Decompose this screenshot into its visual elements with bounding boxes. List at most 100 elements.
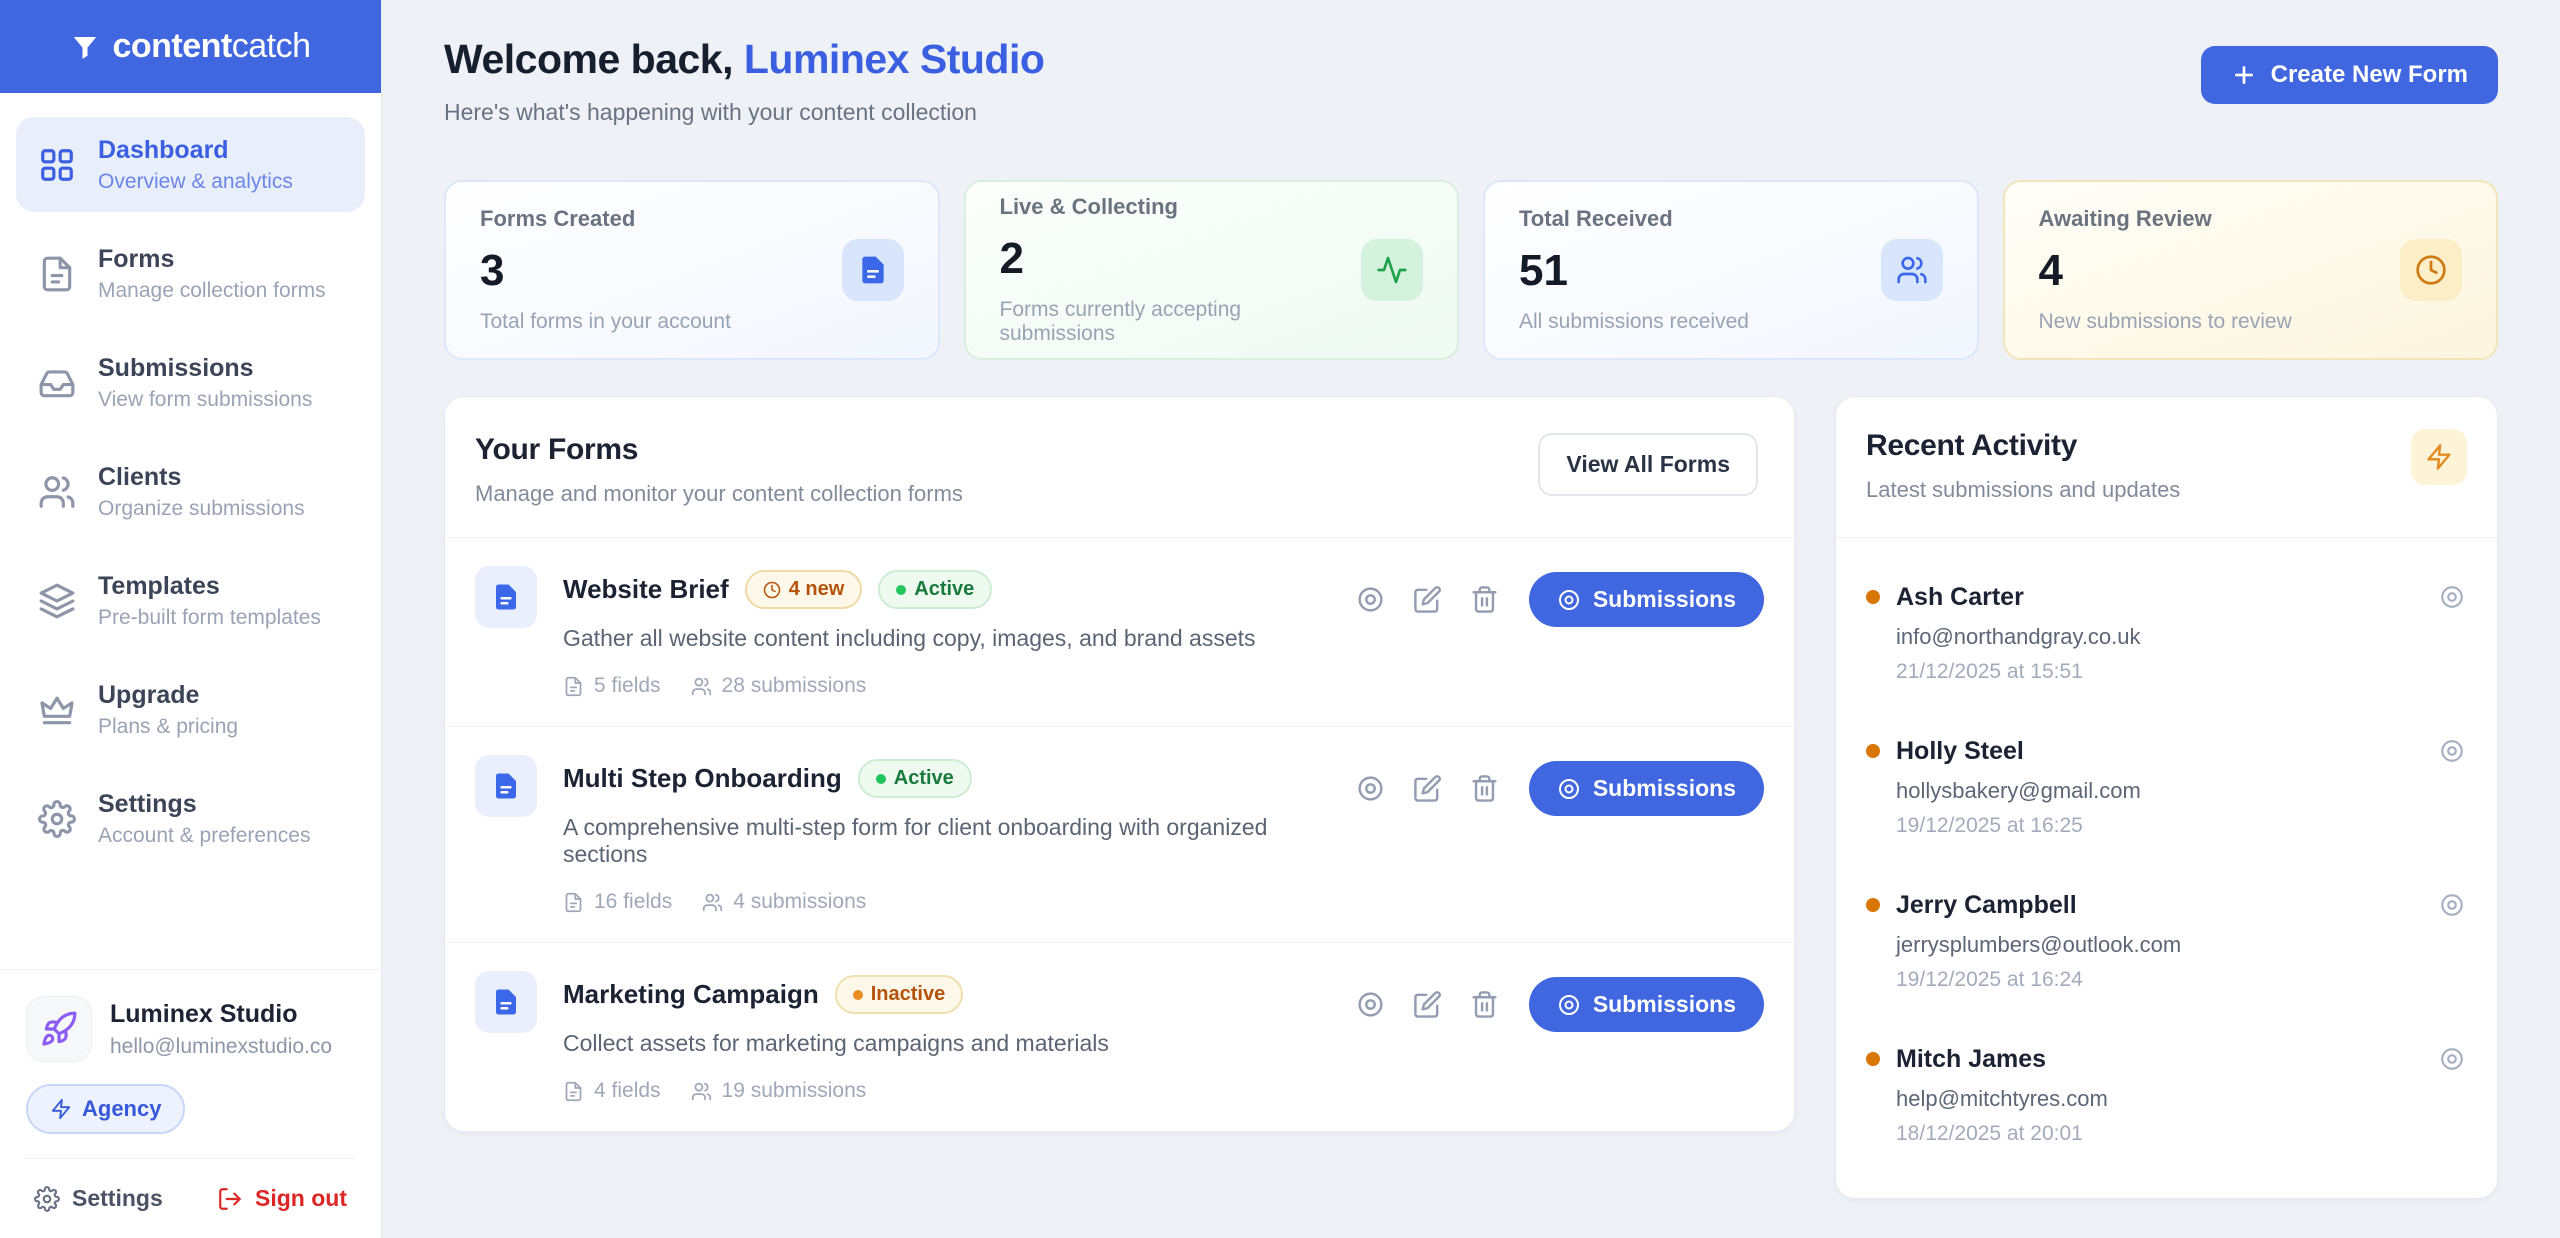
- preview-form-button[interactable]: [1352, 581, 1389, 618]
- eye-icon: [1557, 588, 1581, 612]
- nav-label: Dashboard: [98, 136, 229, 164]
- create-new-form-label: Create New Form: [2270, 61, 2468, 88]
- view-submission-button[interactable]: [2437, 582, 2467, 612]
- stat-label: Total Received: [1519, 206, 1673, 231]
- preview-form-button[interactable]: [1352, 986, 1389, 1023]
- app-logo[interactable]: contentcatch: [0, 0, 381, 93]
- sidebar-item-settings[interactable]: Settings Account & preferences: [16, 771, 365, 866]
- users-icon: [702, 892, 723, 913]
- nav-sublabel: Overview & analytics: [98, 170, 293, 193]
- nav-sublabel: Organize submissions: [98, 497, 305, 520]
- submissions-count-label: 4 submissions: [733, 890, 867, 913]
- clock-icon: [763, 581, 781, 599]
- sidebar-item-upgrade[interactable]: Upgrade Plans & pricing: [16, 662, 365, 757]
- user-email: hello@luminexstudio.co: [110, 1034, 333, 1058]
- activity-item: Ash Carter info@northandgray.co.uk 21/12…: [1866, 556, 2467, 710]
- nav-sublabel: Pre-built form templates: [98, 606, 321, 629]
- activity-item: Holly Steel hollysbakery@gmail.com 19/12…: [1866, 710, 2467, 864]
- delete-form-button[interactable]: [1466, 986, 1503, 1023]
- sidebar-item-dashboard[interactable]: Dashboard Overview & analytics: [16, 117, 365, 212]
- submissions-button-label: Submissions: [1592, 991, 1736, 1017]
- activity-timestamp: 18/12/2025 at 20:01: [1896, 1122, 2083, 1145]
- sign-out-button[interactable]: Sign out: [217, 1185, 347, 1212]
- delete-form-button[interactable]: [1466, 581, 1503, 618]
- trash-icon: [1470, 990, 1499, 1019]
- edit-form-button[interactable]: [1409, 770, 1446, 807]
- activity-email: hollysbakery@gmail.com: [1896, 778, 2141, 803]
- main-content: Welcome back, Luminex Studio Here's what…: [382, 0, 2560, 1238]
- activity-timestamp: 21/12/2025 at 15:51: [1896, 660, 2083, 683]
- activity-timestamp: 19/12/2025 at 16:25: [1896, 814, 2083, 837]
- stat-label: Live & Collecting: [999, 194, 1178, 219]
- submissions-count-label: 19 submissions: [721, 1079, 867, 1102]
- unread-dot: [1866, 898, 1880, 912]
- view-submission-button[interactable]: [2437, 736, 2467, 766]
- user-profile: Luminex Studio hello@luminexstudio.co: [26, 996, 355, 1062]
- edit-icon: [1413, 990, 1442, 1019]
- activity-timestamp: 19/12/2025 at 16:24: [1896, 968, 2083, 991]
- nav-label: Templates: [98, 572, 220, 600]
- sign-out-label: Sign out: [255, 1185, 347, 1211]
- eye-icon: [2439, 1046, 2465, 1072]
- document-icon: [475, 971, 537, 1033]
- edit-form-button[interactable]: [1409, 581, 1446, 618]
- your-forms-header: Your Forms Manage and monitor your conte…: [445, 397, 1794, 537]
- gear-icon: [34, 1186, 60, 1212]
- unread-dot: [1866, 590, 1880, 604]
- document-icon: [841, 239, 904, 301]
- eye-icon: [2439, 738, 2465, 764]
- view-submission-button[interactable]: [2437, 890, 2467, 920]
- eye-icon: [1356, 585, 1385, 614]
- fields-count-label: 16 fields: [594, 890, 673, 913]
- form-name: Website Brief: [563, 574, 729, 604]
- eye-icon: [1356, 990, 1385, 1019]
- users-icon: [691, 1081, 712, 1102]
- status-label: Active: [914, 578, 975, 600]
- agency-badge-label: Agency: [82, 1096, 162, 1121]
- document-icon: [563, 892, 584, 913]
- nav-label: Clients: [98, 463, 182, 491]
- crown-icon: [38, 691, 76, 729]
- stat-card-live-collecting: Live & Collecting 2 Forms currently acce…: [963, 180, 1459, 360]
- footer-settings-button[interactable]: Settings: [34, 1185, 163, 1212]
- document-icon: [563, 1081, 584, 1102]
- stat-label: Awaiting Review: [2038, 206, 2212, 231]
- view-submission-button[interactable]: [2437, 1044, 2467, 1074]
- submissions-button[interactable]: Submissions: [1528, 761, 1764, 816]
- recent-activity-header: Recent Activity Latest submissions and u…: [1836, 397, 2497, 538]
- preview-form-button[interactable]: [1352, 770, 1389, 807]
- sidebar-item-templates[interactable]: Templates Pre-built form templates: [16, 553, 365, 648]
- stat-sublabel: All submissions received: [1519, 310, 1749, 333]
- user-name: Luminex Studio: [110, 999, 298, 1028]
- sidebar-item-submissions[interactable]: Submissions View form submissions: [16, 335, 365, 430]
- create-new-form-button[interactable]: Create New Form: [2200, 46, 2498, 104]
- recent-activity-panel: Recent Activity Latest submissions and u…: [1835, 396, 2498, 1199]
- inbox-icon: [38, 364, 76, 402]
- stat-card-forms-created: Forms Created 3 Total forms in your acco…: [444, 180, 940, 360]
- submissions-button[interactable]: Submissions: [1528, 572, 1764, 627]
- status-dot: [875, 773, 886, 784]
- your-forms-subtitle: Manage and monitor your content collecti…: [475, 481, 963, 506]
- delete-form-button[interactable]: [1466, 770, 1503, 807]
- lightning-icon: [2411, 429, 2467, 485]
- form-description: A comprehensive multi-step form for clie…: [563, 814, 1268, 867]
- sidebar-item-forms[interactable]: Forms Manage collection forms: [16, 226, 365, 321]
- eye-icon: [2439, 892, 2465, 918]
- dashboard-icon: [38, 146, 76, 184]
- edit-form-button[interactable]: [1409, 986, 1446, 1023]
- nav-sublabel: View form submissions: [98, 388, 313, 411]
- new-badge-label: 4 new: [788, 578, 845, 600]
- nav-label: Forms: [98, 245, 175, 273]
- recent-activity-title: Recent Activity: [1866, 429, 2078, 462]
- pulse-icon: [1361, 239, 1423, 301]
- unread-dot: [1866, 744, 1880, 758]
- sidebar-item-clients[interactable]: Clients Organize submissions: [16, 444, 365, 539]
- eye-icon: [1356, 774, 1385, 803]
- form-row-website-brief: Website Brief 4 new Active Gather all we…: [445, 537, 1794, 726]
- stat-label: Forms Created: [480, 206, 636, 231]
- submissions-button[interactable]: Submissions: [1528, 977, 1764, 1032]
- users-icon: [691, 676, 712, 697]
- view-all-forms-button[interactable]: View All Forms: [1538, 433, 1758, 496]
- submissions-count: 4 submissions: [702, 890, 866, 914]
- activity-item: Jerry Campbell jerrysplumbers@outlook.co…: [1866, 864, 2467, 1018]
